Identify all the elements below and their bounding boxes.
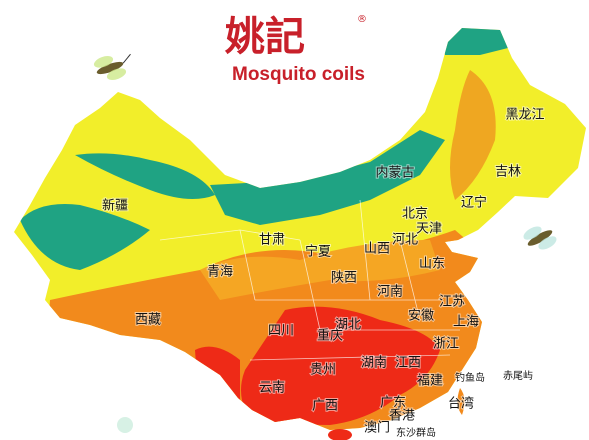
province-label: 安徽 xyxy=(408,309,434,324)
province-label: 贵州 xyxy=(310,363,336,378)
province-label: 山东 xyxy=(419,257,445,272)
province-label: 河南 xyxy=(377,284,403,300)
mosquito-bottom xyxy=(117,417,133,433)
taiwan xyxy=(457,388,465,415)
province-label: 云南 xyxy=(259,380,285,396)
province-label: 湖南 xyxy=(361,355,387,371)
province-label: 黑龙江 xyxy=(505,108,544,123)
province-label: 内蒙古 xyxy=(375,165,414,181)
province-label: 江西 xyxy=(395,356,421,371)
province-label: 赤尾屿 xyxy=(503,370,533,382)
province-label: 吉林 xyxy=(495,165,521,180)
zone-orange xyxy=(200,240,440,300)
brand-logo: 姚記 xyxy=(224,13,305,60)
province-label: 福建 xyxy=(417,374,443,389)
province-label: 江苏 xyxy=(439,294,465,310)
province-label: 台湾 xyxy=(448,396,474,412)
province-label: 西藏 xyxy=(135,313,161,328)
zone-red xyxy=(241,306,440,425)
province-label: 湖北 xyxy=(335,318,361,333)
province-label: 四川 xyxy=(268,324,294,339)
mosquito-left xyxy=(93,53,131,80)
province-label: 重庆 xyxy=(317,328,343,344)
province-label: 山西 xyxy=(364,242,390,257)
province-label: 新疆 xyxy=(102,198,128,214)
zone-green xyxy=(20,204,150,270)
zone-green xyxy=(210,130,445,225)
province-label: 北京 xyxy=(402,207,428,222)
province-label: 广东 xyxy=(380,396,406,411)
hainan xyxy=(328,429,352,440)
borders xyxy=(159,199,460,361)
province-label: 广西 xyxy=(312,399,338,414)
province-label: 陕西 xyxy=(331,271,357,286)
province-label: 辽宁 xyxy=(461,195,487,211)
zone-red xyxy=(195,346,240,420)
province-label: 天津 xyxy=(416,222,442,237)
province-label: 上海 xyxy=(453,315,479,330)
province-label: 河北 xyxy=(392,233,418,248)
province-label: 澳门 xyxy=(364,420,390,436)
province-label: 东沙群岛 xyxy=(396,426,436,439)
province-label: 浙江 xyxy=(433,337,459,352)
zone-green xyxy=(75,153,215,199)
province-label: 香港 xyxy=(389,409,415,424)
province-label: 宁夏 xyxy=(305,244,331,260)
brand-registered: ® xyxy=(357,14,367,25)
brand-tagline: Mosquito coils xyxy=(232,64,365,85)
province-label: 甘肃 xyxy=(259,233,285,248)
mosquito-right xyxy=(523,226,557,250)
province-label: 青海 xyxy=(207,265,233,280)
province-label: 钓鱼岛 xyxy=(455,371,485,384)
zone-orange xyxy=(450,70,496,200)
